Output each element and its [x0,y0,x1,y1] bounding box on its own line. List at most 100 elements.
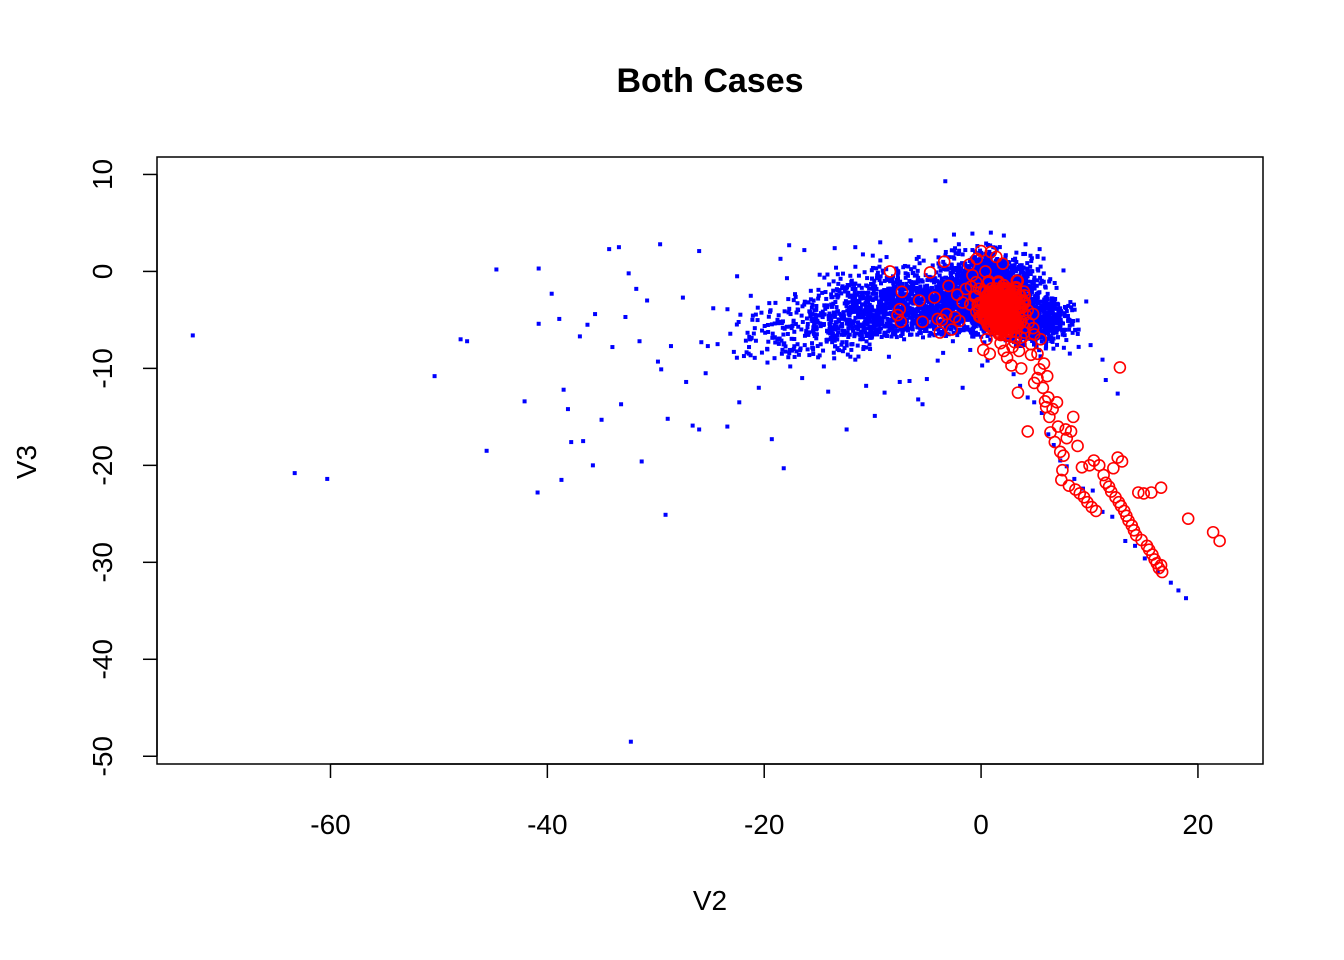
data-point [1068,300,1073,305]
data-point [734,322,739,327]
data-point [1041,279,1046,284]
data-point [827,311,832,316]
data-point [1049,339,1054,344]
data-point [1034,295,1039,300]
data-point [910,324,915,329]
data-point [1069,305,1074,310]
data-point [900,281,905,286]
data-point [785,331,790,336]
data-point [1076,327,1081,332]
data-point [913,299,918,304]
data-point [978,248,983,253]
data-point [623,314,628,319]
data-point [845,285,850,290]
data-point [1075,331,1080,336]
data-point [858,311,863,316]
x-axis-label: V2 [693,885,727,916]
data-point [1036,321,1041,326]
data-point [845,283,850,288]
data-point [967,306,972,311]
data-point [873,296,878,301]
data-point [897,286,902,291]
data-point [918,299,923,304]
data-point [816,296,821,301]
data-point [862,296,867,301]
data-point [879,296,884,301]
data-point [1213,534,1226,548]
data-point [1058,306,1063,311]
data-point [870,331,875,336]
data-point [982,265,987,270]
data-point [960,252,965,257]
series-blue-points [190,179,1189,744]
data-point [1132,486,1145,499]
data-point [1064,309,1069,314]
data-point [914,286,919,291]
data-point [878,240,883,245]
data-point [1023,278,1028,283]
data-point [793,294,798,299]
data-point [863,330,868,335]
data-point [1036,290,1041,295]
data-point [830,333,835,338]
data-point [823,290,828,295]
data-point [884,255,889,260]
data-point [925,297,930,302]
data-point [970,321,975,326]
data-point [1051,346,1056,351]
data-point [970,281,975,286]
data-point [833,344,838,349]
data-point [655,359,660,364]
data-point [773,340,778,345]
data-point [869,268,874,273]
data-point [980,363,985,368]
data-point [941,266,946,271]
data-point [751,331,756,336]
data-point [1031,347,1044,361]
data-point [870,284,875,289]
data-point [1033,318,1038,323]
data-point [853,357,858,362]
data-point [898,279,903,284]
data-point [787,243,792,248]
data-point [861,328,866,333]
data-point [912,308,917,313]
data-point [1142,556,1147,561]
data-point [1012,263,1017,268]
data-point [951,299,956,304]
data-point [1184,596,1189,601]
data-point [959,280,964,285]
data-point [951,255,956,260]
data-point [645,298,650,303]
data-point [833,327,838,332]
data-point [1152,561,1166,575]
data-point [886,305,891,310]
data-point [863,301,868,306]
data-point [1039,339,1044,344]
data-point [953,265,958,270]
data-point [1154,481,1168,494]
data-point [1054,306,1059,311]
data-point [1053,296,1058,301]
data-point [1055,335,1060,340]
data-point [1037,327,1042,332]
data-point [910,327,915,332]
data-point [881,293,886,298]
data-point [844,304,849,309]
data-point [782,326,787,331]
data-point [1018,266,1023,271]
data-point [1014,260,1019,265]
data-point [778,256,783,261]
data-point [876,330,881,335]
data-point [929,312,934,317]
data-point [922,323,927,328]
data-point [809,305,814,310]
data-point [812,321,817,326]
data-point [1168,580,1173,585]
data-point [829,325,834,330]
data-point [772,356,777,361]
data-point [957,263,962,268]
data-point [877,278,882,283]
data-point [890,300,895,305]
data-point [942,279,955,293]
